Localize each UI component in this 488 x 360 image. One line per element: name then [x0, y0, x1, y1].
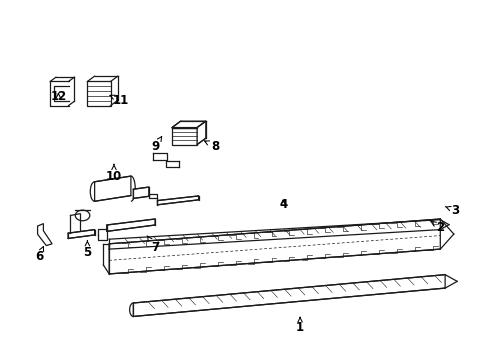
- Polygon shape: [106, 219, 155, 231]
- Text: 9: 9: [151, 136, 162, 153]
- Polygon shape: [109, 219, 439, 274]
- Text: 11: 11: [110, 94, 129, 107]
- Text: 5: 5: [83, 240, 91, 259]
- Text: 4: 4: [279, 198, 287, 211]
- Text: 7: 7: [147, 236, 159, 254]
- Polygon shape: [95, 176, 131, 201]
- Polygon shape: [172, 121, 205, 127]
- Text: 2: 2: [430, 221, 444, 234]
- Polygon shape: [133, 275, 444, 316]
- Text: 1: 1: [295, 318, 304, 334]
- Polygon shape: [133, 187, 148, 198]
- Text: 8: 8: [204, 140, 219, 153]
- Text: 3: 3: [445, 204, 458, 217]
- Text: 6: 6: [35, 247, 43, 263]
- Polygon shape: [38, 224, 52, 246]
- Text: 12: 12: [50, 90, 66, 103]
- Circle shape: [75, 210, 90, 221]
- Polygon shape: [87, 81, 110, 105]
- Text: 10: 10: [105, 165, 122, 183]
- Polygon shape: [197, 121, 205, 145]
- Polygon shape: [172, 127, 197, 145]
- Polygon shape: [68, 230, 95, 238]
- Polygon shape: [157, 196, 198, 205]
